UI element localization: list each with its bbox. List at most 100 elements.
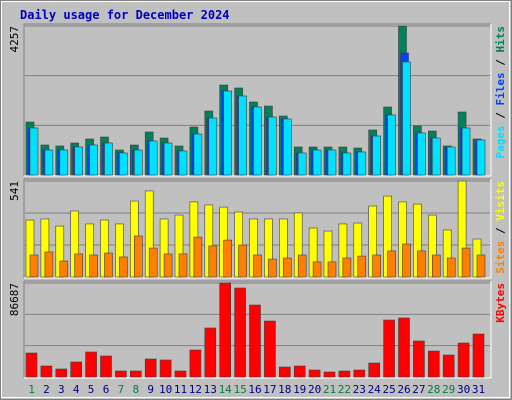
x-tick-label: 23	[353, 383, 366, 396]
bar	[368, 362, 381, 378]
x-tick-label: 27	[412, 383, 425, 396]
legend: Sites / Visits	[494, 181, 507, 274]
bar	[282, 257, 292, 278]
bar	[115, 370, 127, 378]
bar	[297, 152, 307, 176]
bar	[398, 317, 410, 378]
bar	[387, 114, 396, 176]
bar	[293, 365, 306, 378]
bar	[130, 370, 142, 378]
bar	[268, 116, 277, 176]
bar	[431, 137, 441, 176]
bar	[193, 236, 203, 278]
bar	[163, 253, 173, 278]
x-tick-label: 10	[159, 383, 172, 396]
legend-entry: Visits	[494, 181, 507, 221]
bar	[144, 358, 157, 378]
y-tick-label: 86687	[8, 283, 21, 316]
bar	[417, 250, 426, 278]
legend-separator: /	[494, 221, 507, 241]
bar	[417, 132, 426, 176]
bar	[208, 245, 218, 278]
x-tick-label: 19	[293, 383, 306, 396]
bar	[178, 150, 188, 176]
y-tick-label: 4257	[8, 26, 21, 53]
bar	[457, 342, 470, 378]
bar	[268, 258, 277, 278]
bar	[104, 252, 113, 278]
x-tick-label: 13	[204, 383, 217, 396]
bar	[74, 253, 83, 278]
bar	[208, 117, 218, 176]
bar	[342, 152, 352, 176]
bar	[253, 254, 262, 278]
x-tick-label: 11	[174, 383, 187, 396]
bar	[342, 257, 352, 278]
bar	[55, 368, 68, 378]
bar	[234, 287, 246, 378]
bar	[219, 282, 231, 378]
x-tick-label: 29	[442, 383, 455, 396]
x-tick-label: 17	[263, 383, 276, 396]
bar	[40, 365, 53, 378]
bar	[223, 239, 232, 278]
x-tick-label: 6	[103, 383, 110, 396]
bar	[323, 371, 336, 378]
legend-entry: Files	[494, 72, 507, 105]
legend: KBytes	[494, 283, 507, 323]
bar	[89, 254, 98, 278]
bar	[89, 144, 98, 176]
bar	[74, 146, 83, 176]
bar	[461, 247, 471, 278]
x-tick-label: 5	[88, 383, 95, 396]
bar	[163, 142, 173, 176]
bar	[282, 118, 292, 176]
bar	[413, 340, 425, 378]
x-tick-label: 8	[132, 383, 139, 396]
bar	[70, 361, 82, 378]
bar	[44, 149, 54, 176]
bar	[476, 254, 486, 278]
bar	[189, 349, 202, 378]
legend-separator: /	[494, 53, 507, 73]
x-tick-label: 18	[278, 383, 291, 396]
legend-entry: KBytes	[494, 283, 507, 323]
bar	[59, 260, 69, 278]
bar	[148, 140, 158, 176]
bar	[327, 261, 337, 278]
x-tick-label: 21	[323, 383, 336, 396]
bar	[431, 254, 441, 278]
legend-entry: Hits	[494, 26, 507, 53]
bar	[253, 106, 262, 176]
bar	[223, 90, 232, 176]
bar	[427, 350, 440, 378]
bar	[442, 354, 455, 378]
legend-entry: Pages	[494, 125, 507, 158]
bar	[25, 352, 38, 378]
x-tick-label: 24	[368, 383, 382, 396]
bar	[204, 327, 217, 378]
bar	[178, 253, 188, 278]
bar	[297, 254, 307, 278]
legend-separator: /	[494, 106, 507, 126]
bar	[327, 149, 337, 176]
x-tick-label: 15	[233, 383, 246, 396]
x-tick-label: 9	[147, 383, 154, 396]
chart-title: Daily usage for December 2024	[20, 8, 230, 22]
bar	[353, 369, 366, 378]
x-tick-label: 7	[118, 383, 125, 396]
bar	[387, 250, 396, 278]
bar	[85, 351, 97, 378]
x-tick-label: 16	[248, 383, 261, 396]
bar	[446, 146, 456, 176]
bar	[29, 127, 39, 176]
x-tick-label: 28	[427, 383, 440, 396]
x-tick-label: 25	[382, 383, 395, 396]
bar	[249, 304, 261, 378]
bar	[476, 139, 486, 176]
legend: Pages / Files / Hits	[494, 26, 507, 159]
y-tick-label: 541	[8, 181, 21, 201]
x-tick-label: 22	[338, 383, 351, 396]
